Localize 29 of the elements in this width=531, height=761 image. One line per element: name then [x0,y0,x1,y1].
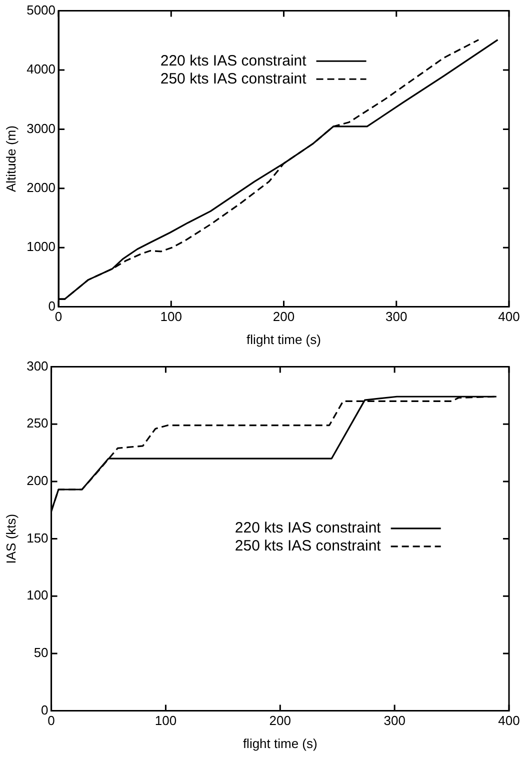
x-tick-label: 100 [160,309,182,324]
y-tick-label: 2000 [26,180,56,195]
x-tick-label: 300 [386,309,408,324]
x-tick-label: 200 [269,713,291,728]
y-tick-label: 3000 [26,120,56,136]
legend-label: 220 kts IAS constraint [160,52,308,70]
x-axis-title: flight time (s) [246,332,321,347]
x-tick-label: 400 [498,309,520,324]
y-tick-label: 0 [48,298,56,314]
x-axis-title: flight time (s) [242,736,318,751]
x-tick-label: 200 [272,309,295,324]
y-tick-label: 4000 [26,62,56,77]
x-tick-label: 100 [154,713,177,728]
y-axis-title: Altitude (m) [3,126,18,192]
y-tick-label: 50 [34,645,48,660]
legend-label: 250 kts IAS constraint [234,538,382,555]
y-tick-label: 250 [26,416,48,431]
y-tick-label: 1000 [26,239,56,254]
legend-label: 250 kts IAS constraint [160,70,308,88]
y-tick-label: 150 [26,530,48,546]
y-axis-title: IAS (kts) [3,514,18,564]
legend-label: 220 kts IAS constraint [234,520,382,537]
y-tick-label: 5000 [26,2,56,18]
y-tick-label: 300 [26,358,48,374]
x-tick-label: 400 [498,713,520,728]
x-tick-label: 300 [384,713,406,728]
y-tick-label: 200 [26,473,48,488]
y-tick-label: 0 [41,702,48,718]
y-tick-label: 100 [26,588,48,603]
